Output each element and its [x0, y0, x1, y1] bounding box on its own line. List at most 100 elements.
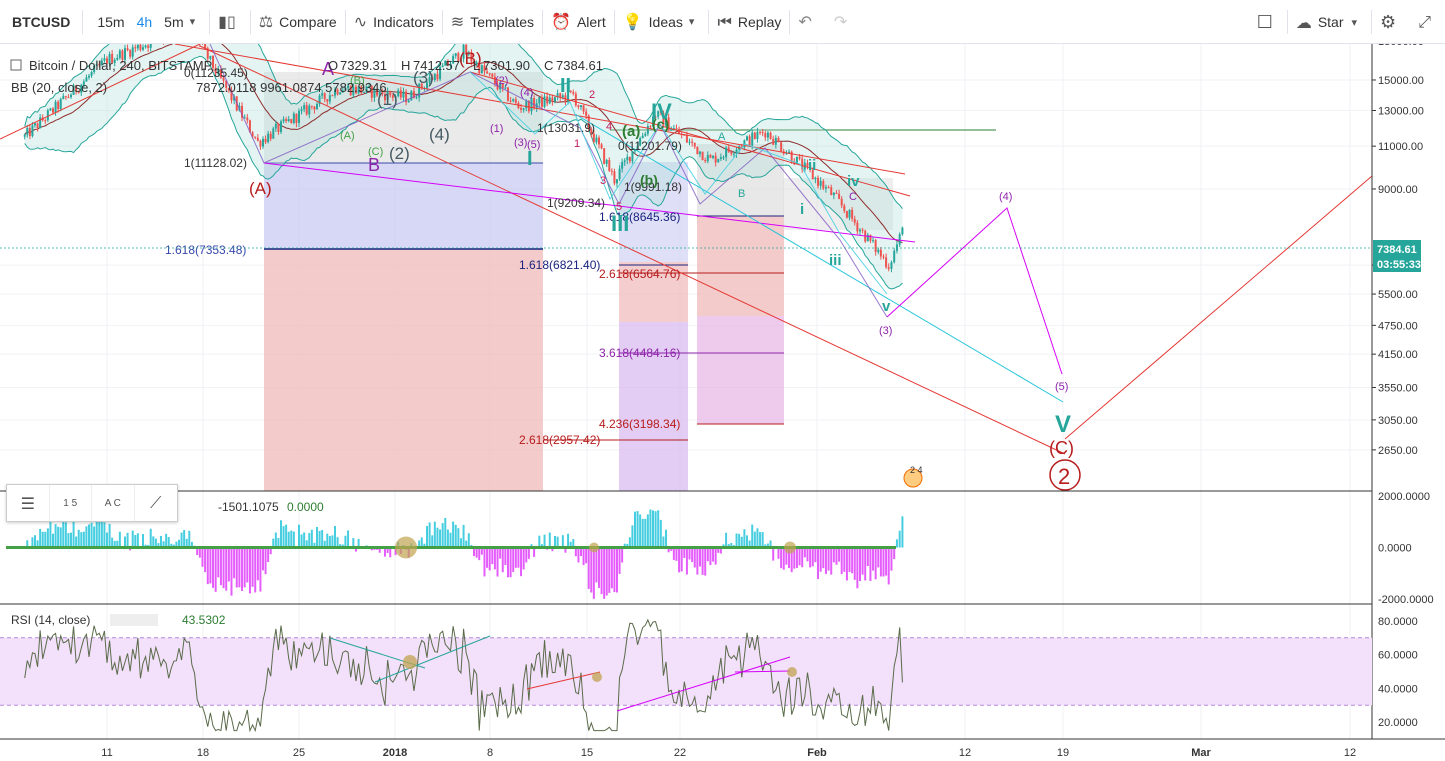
macd-bar	[475, 547, 478, 558]
bb-legend: BB (20, close, 2)	[11, 80, 107, 95]
candle-body	[665, 117, 668, 126]
wave-green-C: (C)	[368, 146, 383, 158]
replay-button[interactable]: ⏮ Replay	[709, 0, 789, 44]
candle-body	[683, 134, 686, 136]
candle-body	[483, 65, 486, 72]
candle-body	[856, 222, 859, 232]
time-axis[interactable]: 11 18 25 2018 8 15 22 Feb 12 19 Mar 12	[101, 747, 1356, 759]
candle-body	[341, 90, 344, 93]
macd-tick-label: 0.0000	[1378, 543, 1412, 555]
fullscreen-button[interactable]: ⤢	[1410, 0, 1445, 44]
wave-paren-a: (a)	[622, 123, 640, 140]
indicators-button[interactable]: ∿ Indicators	[346, 0, 442, 44]
time-tick-label: 11	[101, 747, 112, 759]
macd-bar	[712, 547, 715, 562]
macd-bar	[585, 547, 588, 564]
compare-button[interactable]: ⚖ Compare	[251, 0, 345, 44]
macd-bar	[598, 547, 600, 588]
macd-bar	[809, 547, 812, 568]
macd-bar	[759, 532, 762, 548]
macd-bar	[670, 547, 673, 551]
fib-label-13: 1(13031.9)	[537, 121, 595, 135]
time-tick-label: 15	[581, 747, 593, 759]
alert-button[interactable]: ⏰ Alert	[543, 0, 614, 44]
proj-wave-4: (4)	[999, 191, 1012, 203]
macd-bar	[44, 531, 47, 548]
macd-bar	[806, 547, 809, 562]
candle-body	[501, 83, 504, 89]
chevron-down-icon: ▾	[1351, 15, 1358, 29]
redo-button[interactable]: ↷	[826, 0, 861, 44]
templates-button[interactable]: ≋ Templates	[443, 0, 542, 44]
candle-body	[147, 45, 150, 48]
candle-body	[72, 85, 75, 95]
candle-body	[790, 151, 793, 162]
candle-body	[44, 120, 47, 122]
macd-bar	[603, 547, 606, 599]
macd-bar	[756, 528, 759, 548]
candle-body	[603, 148, 606, 164]
ideas-button[interactable]: 💡 Ideas ▾	[615, 0, 709, 44]
symbol-search[interactable]: BTCUSD	[12, 13, 71, 30]
macd-bar	[36, 540, 39, 548]
macd-bar	[488, 547, 491, 571]
macd-bar	[772, 547, 775, 561]
candle-body	[634, 150, 636, 152]
wave-circle-2: (2)	[389, 144, 410, 163]
macd-bar	[486, 547, 489, 568]
time-tick-label: 12	[1344, 747, 1356, 759]
candle-body	[262, 138, 264, 147]
macd-bar	[54, 524, 57, 548]
candle-body	[662, 112, 665, 126]
candle-body	[300, 109, 303, 111]
interval-4h[interactable]: 4h	[136, 13, 153, 30]
time-tick-label: 25	[293, 747, 305, 759]
rsi-legend-buttons[interactable]	[110, 614, 158, 626]
wave-a-c-tool[interactable]: A C	[92, 485, 135, 521]
event-badge-icon[interactable]	[903, 468, 923, 488]
macd-bar	[540, 544, 543, 548]
macd-bar	[426, 526, 428, 548]
candle-body	[858, 229, 861, 232]
candle-body	[590, 128, 593, 134]
candle-body	[303, 105, 306, 110]
macd-value-2: 0.0000	[287, 500, 324, 514]
candle-body	[798, 156, 801, 159]
macd-bar	[310, 529, 313, 548]
candle-body	[111, 54, 114, 63]
wave-1-5-tool[interactable]: 1 5	[50, 485, 92, 521]
interval-15m[interactable]: 15m	[97, 13, 125, 30]
candle-body	[478, 62, 481, 74]
undo-button[interactable]: ↶	[790, 0, 825, 44]
rsi-series	[24, 618, 903, 733]
candle-body	[496, 84, 499, 90]
macd-bar	[248, 547, 251, 594]
candle-body	[654, 116, 657, 118]
macd-bar	[887, 547, 890, 585]
wave-ii: ii	[808, 157, 816, 174]
candle-body	[290, 119, 293, 124]
fullscreen-box-button[interactable]: ☐	[1249, 0, 1287, 44]
candle-body	[761, 132, 764, 134]
collapse-legend-icon[interactable]	[10, 59, 22, 71]
chevron-down-icon[interactable]: ▾	[189, 15, 196, 28]
trend-line-tool[interactable]: ⟋	[150, 493, 162, 512]
star-button[interactable]: ☁ Star ▾	[1288, 0, 1371, 44]
macd-bar	[357, 539, 360, 548]
chart-canvas[interactable]: 1(11128.02) 1.618(7353.48) 1(9209.34) 1.…	[0, 44, 1445, 761]
settings-button[interactable]: ⚙	[1372, 0, 1410, 44]
macd-bar	[378, 547, 381, 553]
chart-style-button[interactable]: ▮▯	[210, 0, 250, 44]
menu-lines-icon[interactable]: ☰	[7, 485, 50, 521]
candle-body	[774, 137, 777, 145]
candle-body	[649, 126, 652, 128]
macd-bar	[285, 524, 288, 548]
candle-body	[631, 150, 634, 162]
price-axis[interactable]: 18000.0015000.0013000.0011000.009000.006…	[1372, 44, 1424, 457]
interval-5m[interactable]: 5m	[164, 13, 184, 30]
candle-body	[389, 91, 392, 96]
macd-tick-label: 2000.0000	[1378, 491, 1430, 503]
macd-bar	[201, 547, 204, 567]
time-tick-label: 2018	[383, 747, 407, 759]
candle-body	[274, 124, 277, 129]
